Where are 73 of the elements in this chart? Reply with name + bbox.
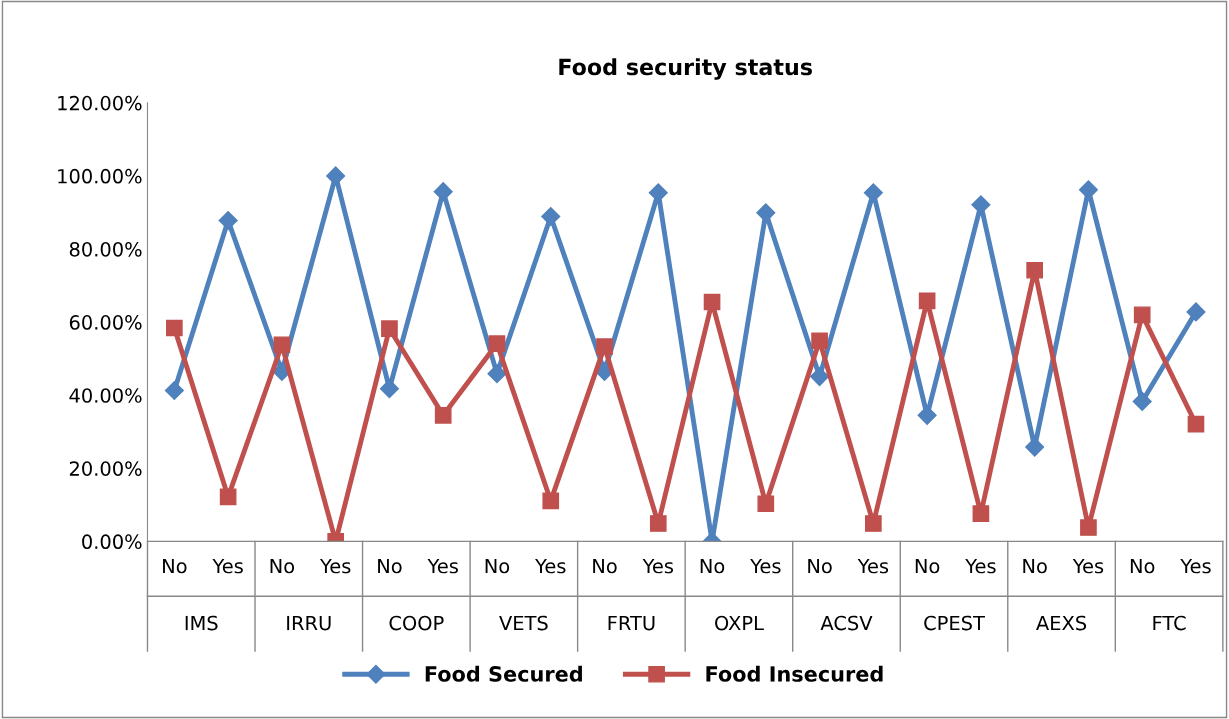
point xyxy=(434,406,452,424)
point xyxy=(273,336,291,354)
text: AEXS xyxy=(1036,615,1087,631)
point xyxy=(810,367,830,387)
x-tick-label: No xyxy=(915,558,940,574)
text: VETS xyxy=(499,615,548,631)
point xyxy=(703,293,721,311)
y-tick-label: 0.00% xyxy=(82,534,142,550)
x-tick-label: No xyxy=(378,558,402,574)
text: ACSV xyxy=(820,615,873,631)
x-tick-label: No xyxy=(1130,558,1155,574)
x-tick-label: Yes xyxy=(1180,558,1211,574)
point xyxy=(488,335,506,353)
text: IRRU xyxy=(287,615,331,631)
x-tick-label: No xyxy=(270,558,295,574)
point xyxy=(433,182,453,202)
text: COOP xyxy=(389,615,444,631)
y-tick-label: 120.00% xyxy=(58,95,142,111)
text: CPEST xyxy=(924,615,985,631)
x-tick-label: Yes xyxy=(427,558,458,574)
y-tick-label: 40.00% xyxy=(69,388,142,403)
point xyxy=(972,505,990,522)
point xyxy=(487,364,507,384)
point xyxy=(219,488,237,506)
point xyxy=(757,495,775,513)
x-tick-label: No xyxy=(808,558,832,574)
point xyxy=(1026,261,1043,279)
legend-label: Food Secured xyxy=(425,665,582,682)
x-tick-label: No xyxy=(485,558,510,574)
x-tick-label: Yes xyxy=(1072,558,1104,574)
point xyxy=(596,338,613,355)
point xyxy=(166,319,183,337)
legend-label: Food Insecured xyxy=(706,665,883,682)
point xyxy=(649,515,667,532)
y-tick-label: 100.00% xyxy=(58,168,142,184)
point xyxy=(863,183,883,203)
y-tick-label: 60.00% xyxy=(69,315,142,330)
point xyxy=(1080,519,1097,536)
point xyxy=(542,492,560,510)
point xyxy=(811,332,828,350)
y-tick-label: 80.00% xyxy=(69,241,142,257)
x-tick-label: No xyxy=(700,558,725,574)
point xyxy=(918,292,936,310)
x-tick-label: Yes xyxy=(857,558,889,574)
point xyxy=(1186,302,1206,322)
x-tick-label: No xyxy=(163,558,187,574)
text: IMS xyxy=(185,615,218,631)
x-tick-label: Yes xyxy=(642,558,674,574)
point xyxy=(379,379,399,399)
point xyxy=(1132,391,1152,411)
point xyxy=(218,210,238,231)
point xyxy=(865,515,882,532)
x-tick-label: No xyxy=(1023,558,1047,574)
text: FRTU xyxy=(608,615,655,631)
point xyxy=(1025,437,1045,457)
x-tick-label: Yes xyxy=(212,558,243,574)
point xyxy=(1187,415,1205,433)
x-tick-label: Yes xyxy=(750,558,781,574)
y-tick-label: 20.00% xyxy=(69,461,142,476)
text: OXPL xyxy=(715,615,764,631)
x-tick-label: Yes xyxy=(535,558,566,574)
text: FTC xyxy=(1153,615,1186,631)
x-tick-label: Yes xyxy=(965,558,996,574)
chart-title: Food security status xyxy=(559,58,812,80)
point xyxy=(541,206,561,227)
point xyxy=(381,320,398,338)
point xyxy=(1133,306,1151,324)
point xyxy=(648,183,668,203)
point xyxy=(326,166,346,186)
x-tick-label: No xyxy=(593,558,617,574)
point xyxy=(164,380,184,400)
x-tick-label: Yes xyxy=(319,558,351,574)
point xyxy=(756,203,776,223)
